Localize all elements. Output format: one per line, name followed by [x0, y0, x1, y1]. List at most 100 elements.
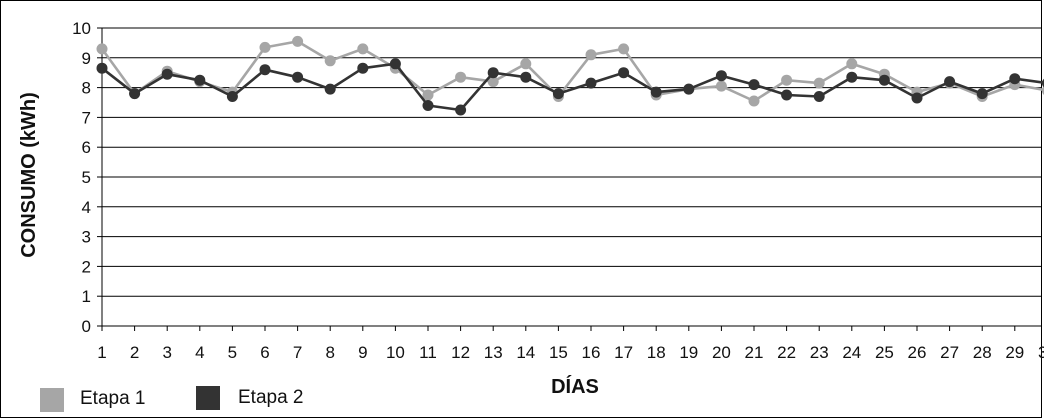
- data-point: [422, 100, 434, 111]
- data-point: [487, 67, 499, 79]
- legend: Etapa 1 Etapa 2: [40, 386, 304, 412]
- x-tick-label: 14: [516, 343, 535, 362]
- x-axis-title: DÍAS: [551, 375, 599, 398]
- data-point: [259, 41, 271, 53]
- x-tick-label: 7: [293, 343, 302, 362]
- y-tick-label: 6: [82, 138, 91, 157]
- data-point: [781, 74, 793, 86]
- data-point: [618, 67, 630, 79]
- x-tick-label: 27: [940, 343, 959, 362]
- data-point: [487, 76, 499, 88]
- data-point: [357, 43, 369, 55]
- x-tick-label: 22: [777, 343, 796, 362]
- y-tick-label: 3: [82, 228, 91, 247]
- y-tick-label: 9: [82, 49, 91, 68]
- data-point: [259, 64, 271, 76]
- data-point: [585, 77, 597, 89]
- x-tick-label: 9: [358, 343, 367, 362]
- y-tick-label: 8: [82, 79, 91, 98]
- data-point: [781, 89, 793, 101]
- data-point: [520, 71, 532, 83]
- x-tick-label: 29: [1005, 343, 1024, 362]
- series: [96, 35, 1044, 116]
- x-tick-label: 2: [130, 343, 139, 362]
- data-point: [520, 58, 532, 70]
- data-point: [1041, 78, 1044, 88]
- data-point: [226, 91, 238, 102]
- legend-label-etapa-1: Etapa 1: [80, 388, 146, 409]
- x-tick-label: 11: [419, 343, 437, 362]
- x-tick-label: 20: [712, 343, 731, 362]
- data-point: [813, 77, 825, 89]
- x-tick-label: 8: [325, 343, 334, 362]
- data-point: [455, 71, 467, 83]
- data-point: [96, 62, 108, 74]
- data-point: [748, 95, 760, 107]
- legend-swatch-etapa-2: [196, 386, 220, 410]
- x-tick-label: 17: [614, 343, 633, 362]
- x-tick-label: 16: [582, 343, 601, 362]
- x-tick-label: 18: [647, 343, 666, 362]
- data-point: [292, 71, 304, 83]
- legend-swatch-etapa-1: [40, 388, 64, 412]
- data-point: [194, 74, 206, 86]
- data-point: [455, 104, 467, 116]
- data-point: [650, 86, 662, 98]
- data-point: [389, 58, 401, 70]
- x-tick-label: 21: [745, 343, 764, 362]
- grid-lines: [102, 27, 1042, 297]
- data-point: [324, 83, 336, 95]
- axes: [97, 27, 1042, 331]
- x-tick-label: 15: [549, 343, 568, 362]
- data-point: [161, 68, 173, 80]
- x-tick-label: 30: [1038, 343, 1044, 362]
- x-tick-label: 5: [228, 343, 237, 362]
- x-tick-label: 28: [973, 343, 992, 362]
- data-point: [324, 55, 336, 67]
- y-tick-label: 7: [82, 108, 91, 127]
- data-point: [129, 88, 141, 100]
- data-point: [813, 91, 825, 102]
- x-tick-label: 12: [451, 343, 470, 362]
- y-tick-label: 5: [82, 168, 91, 187]
- data-point: [292, 35, 304, 47]
- legend-label-etapa-2: Etapa 2: [238, 387, 304, 408]
- x-tick-label: 4: [195, 343, 204, 362]
- y-tick-label: 10: [72, 19, 91, 38]
- data-point: [846, 71, 858, 83]
- y-tick-label: 1: [82, 287, 91, 306]
- y-tick-label: 2: [82, 257, 91, 276]
- data-point: [1041, 86, 1044, 95]
- x-tick-label: 26: [908, 343, 927, 362]
- x-tick-label: 10: [386, 343, 405, 362]
- x-tick-label: 13: [484, 343, 503, 362]
- series-line: [100, 40, 1044, 103]
- x-tick-label: 19: [679, 343, 698, 362]
- data-point: [976, 88, 988, 100]
- data-point: [846, 58, 858, 70]
- y-tick-label: 4: [82, 198, 91, 217]
- series-2: [96, 58, 1044, 116]
- data-point: [1009, 73, 1021, 85]
- data-point: [911, 92, 923, 104]
- data-point: [357, 62, 369, 74]
- x-tick-label: 6: [260, 343, 269, 362]
- x-tick-label: 25: [875, 343, 894, 362]
- data-point: [715, 70, 727, 82]
- y-tick-label: 0: [82, 317, 91, 336]
- x-tick-label: 23: [810, 343, 829, 362]
- data-point: [683, 83, 695, 95]
- data-point: [944, 76, 956, 88]
- data-point: [618, 43, 630, 55]
- series-line: [101, 62, 1044, 112]
- x-tick-label: 24: [842, 343, 861, 362]
- x-tick-label: 3: [162, 343, 171, 362]
- data-point: [748, 79, 760, 91]
- data-point: [552, 88, 564, 100]
- y-axis-title: CONSUMO (kWh): [18, 92, 40, 258]
- x-tick-label: 1: [97, 343, 106, 362]
- series-1: [96, 35, 1044, 107]
- x-tick-labels: 1 2 3 4 5 6 7 8 9 10 11 12 13 14 15 16 17 18 19 20 21 22 23 24 2…: [97, 343, 1044, 362]
- data-point: [585, 49, 597, 61]
